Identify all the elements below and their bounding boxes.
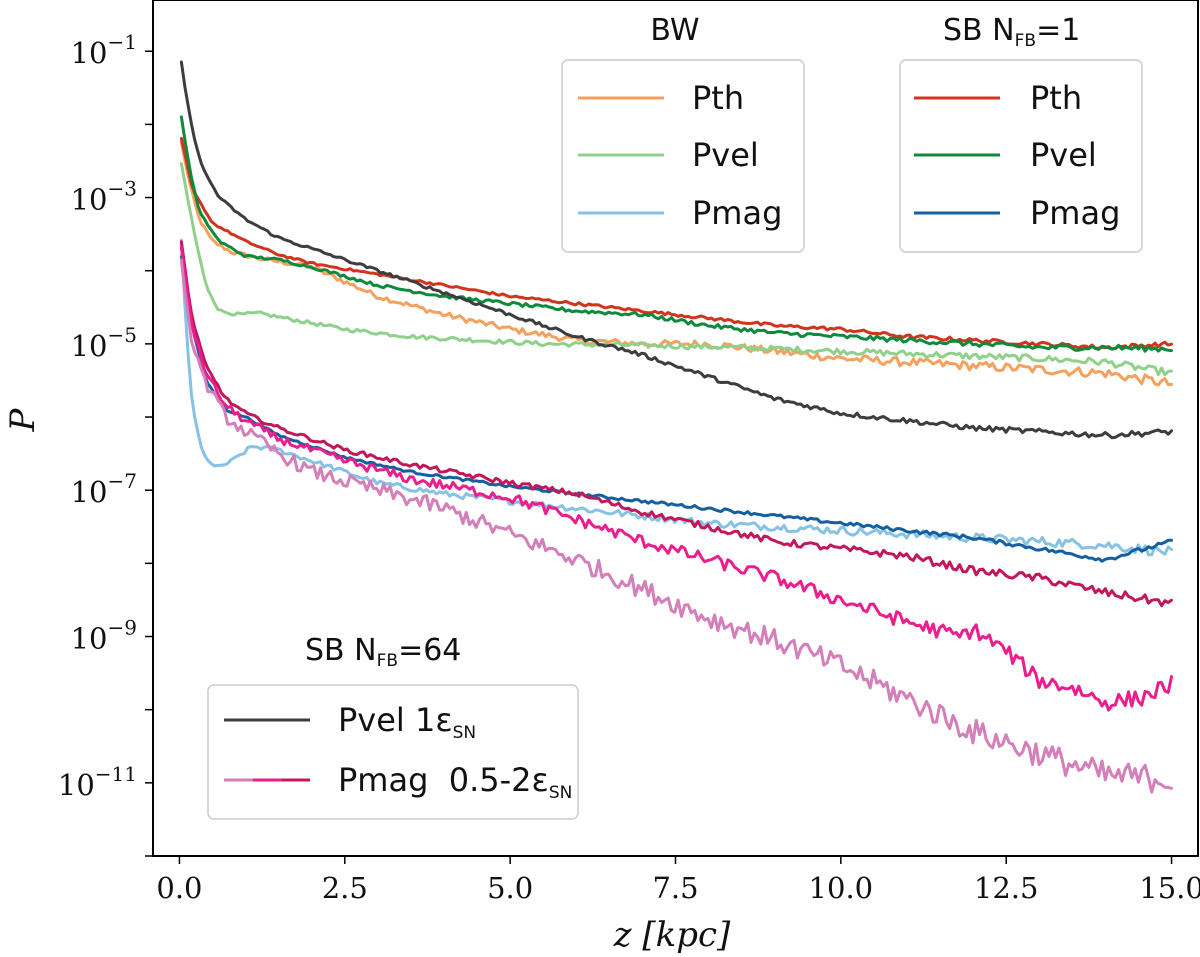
legend-sb64-title: SB NFB=64 [305,633,461,671]
x-tick-label: 10.0 [809,871,874,905]
series-line-bw-pth [179,140,1173,387]
x-tick-label: 15.0 [1139,871,1200,905]
y-tick-label: 10−1 [71,30,137,70]
axis-ticks: 0.0 2.5 5.0 7.5 10.0 12.5 15.0 10−1 10−3 10−5 10−7… [58,30,1200,905]
legend-bw: BW Pth Pvel Pmag [561,13,805,253]
legend-sb1-pmag-label: Pmag [1030,194,1120,232]
y-tick-label: 10−3 [71,177,137,217]
legend-bw-pvel-label: Pvel [692,136,759,174]
y-tick-label: 10−9 [71,616,137,656]
legend-sb1: SB NFB=1 Pth Pvel Pmag [899,13,1143,253]
x-tick-label: 5.0 [487,871,533,905]
series-line-sb1-pvel [179,115,1173,353]
series-lines [179,60,1173,794]
legend-sb1-title: SB NFB=1 [943,13,1080,51]
y-tick-label: 10−11 [58,762,137,802]
legend-bw-title: BW [650,13,699,48]
y-tick-label: 10−7 [71,469,137,509]
series-line-sb64-pvel-1esn [179,60,1173,440]
legend-bw-pmag-label: Pmag [692,194,782,232]
x-tick-label: 7.5 [652,871,698,905]
series-line-sb64-pmag-2esn [179,240,1173,608]
series-line-sb64-pmag-0-5esn [179,258,1173,794]
series-line-sb1-pmag [179,255,1173,563]
legend-sb1-pth-label: Pth [1030,79,1082,117]
y-axis-label: P [3,407,43,432]
series-line-sb64-pmag-1esn [179,245,1173,712]
x-tick-label: 2.5 [322,871,368,905]
y-tick-label: 10−5 [71,323,137,363]
legend-sb64-pvel-label: Pvel 1εSN [338,701,476,743]
x-axis-label: z [kpc] [613,915,731,955]
legend-sb1-pvel-label: Pvel [1030,136,1097,174]
legend-bw-box [561,59,805,253]
x-tick-label: 12.5 [974,871,1039,905]
legend-sb64: SB NFB=64 Pvel 1εSN Pmag 0.5-2εSN [207,633,579,820]
series-line-bw-pmag [179,238,1173,557]
x-tick-label: 0.0 [156,871,202,905]
legend-sb64-pmag-label: Pmag 0.5-2εSN [338,761,572,803]
legend-bw-pth-label: Pth [692,79,744,117]
legend-sb1-box [899,59,1143,253]
series-line-bw-pvel [179,162,1173,377]
